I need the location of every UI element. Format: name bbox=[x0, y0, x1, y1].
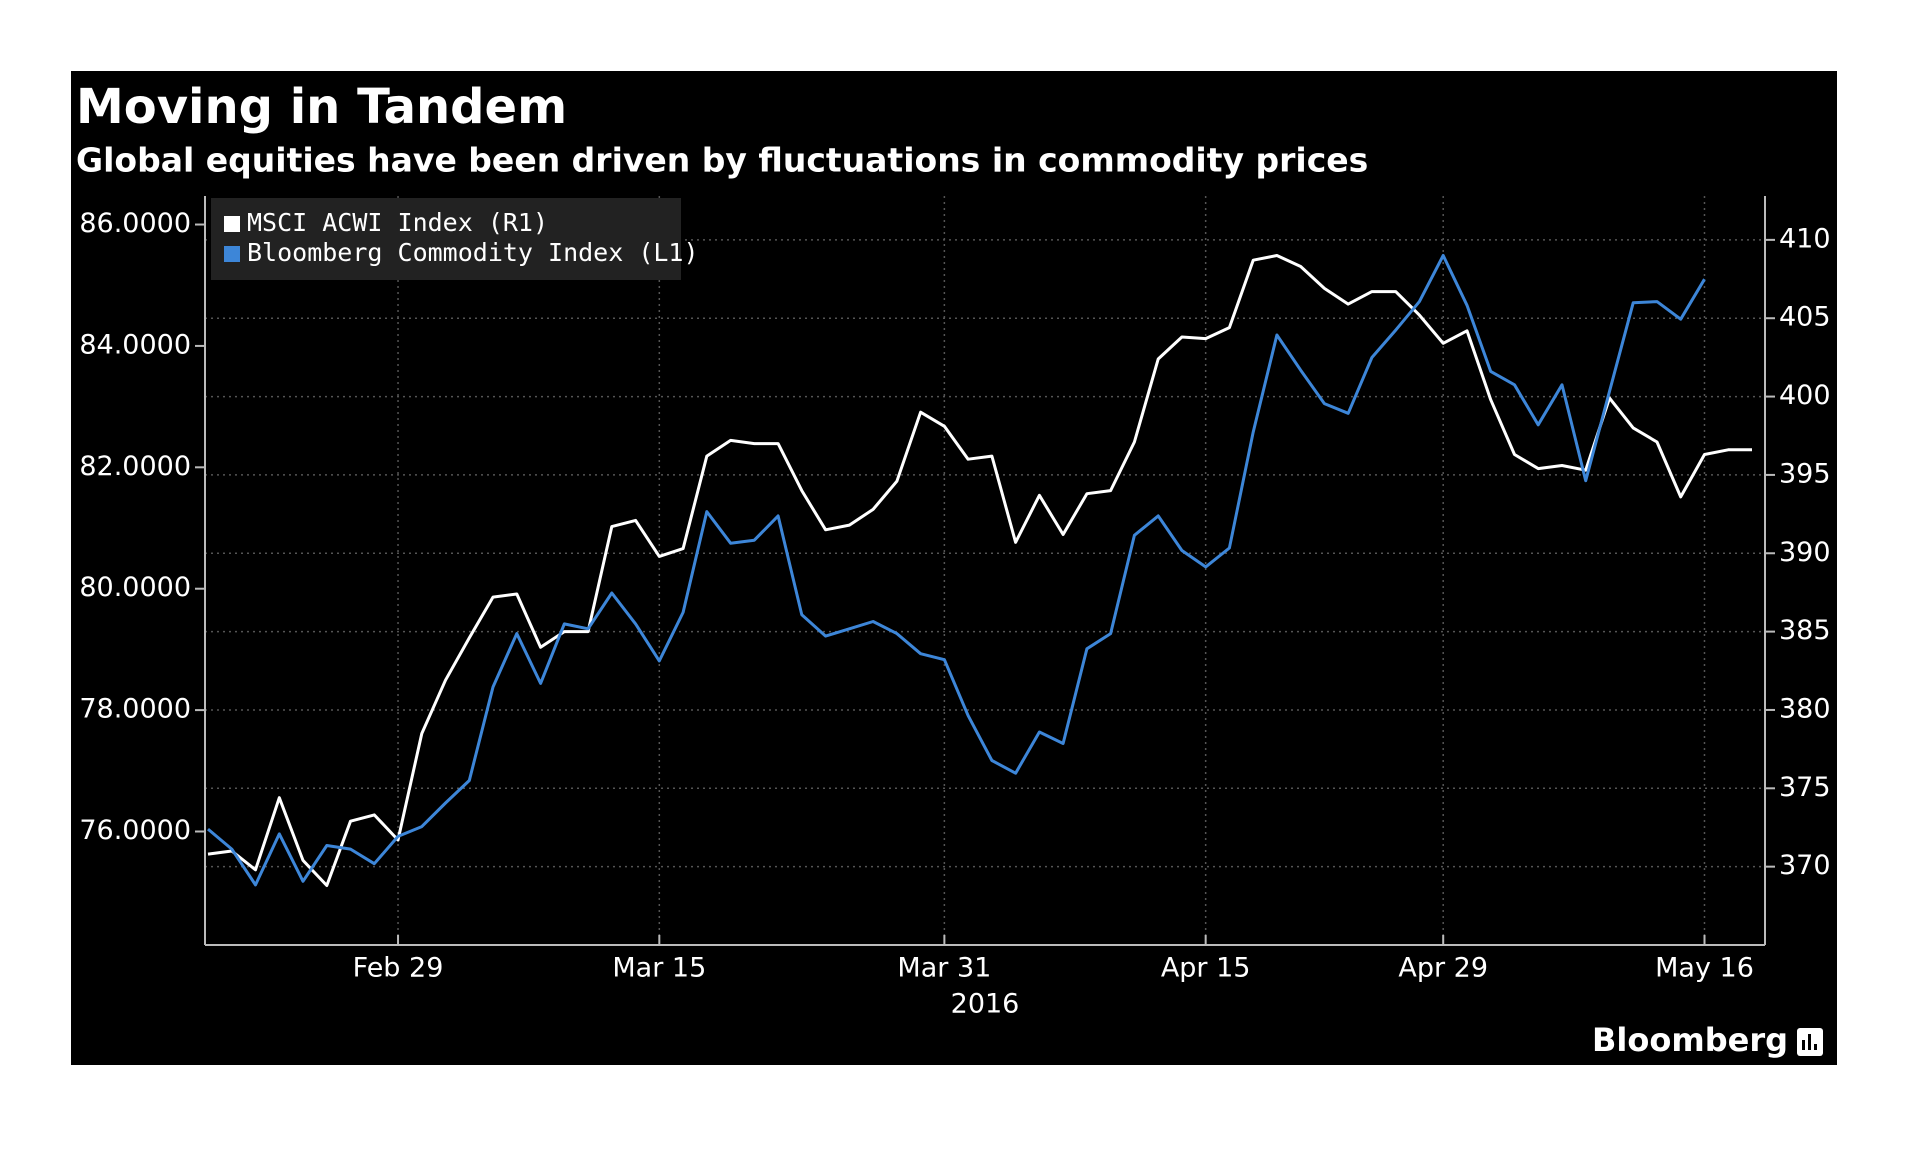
y2-tick-label: 370 bbox=[1779, 850, 1831, 881]
y2-tick-label: 400 bbox=[1779, 380, 1831, 411]
x-tick-label: Apr 15 bbox=[1161, 953, 1251, 984]
legend-box bbox=[211, 198, 681, 280]
y-tick-label: 80.0000 bbox=[79, 572, 191, 603]
logo bbox=[1797, 1028, 1823, 1056]
y2-tick-label: 395 bbox=[1779, 458, 1831, 489]
y2-tick-label: 390 bbox=[1779, 537, 1831, 568]
y-tick-label: 78.0000 bbox=[79, 694, 191, 725]
legend: MSCI ACWI Index (R1)Bloomberg Commodity … bbox=[211, 198, 699, 280]
y-tick-label: 82.0000 bbox=[79, 451, 191, 482]
legend-swatch bbox=[224, 246, 240, 262]
y-tick-label: 76.0000 bbox=[79, 815, 191, 846]
x-tick-label: May 16 bbox=[1655, 953, 1754, 984]
y2-tick-label: 375 bbox=[1779, 772, 1831, 803]
x-tick-label: Mar 31 bbox=[897, 953, 991, 984]
x-tick-label: Apr 29 bbox=[1398, 953, 1488, 984]
x-axis-label: 2016 bbox=[951, 989, 1020, 1020]
y2-tick-label: 380 bbox=[1779, 693, 1831, 724]
x-tick-label: Feb 29 bbox=[353, 953, 444, 984]
line-series bbox=[207, 254, 1706, 887]
y-tick-label: 84.0000 bbox=[79, 329, 191, 360]
y2-tick-label: 405 bbox=[1779, 302, 1831, 333]
source: Bloomberg bbox=[1592, 1021, 1788, 1059]
chart-subtitle: Global equities have been driven by fluc… bbox=[76, 141, 1368, 180]
line-series bbox=[207, 254, 1752, 887]
legend-label: Bloomberg Commodity Index (L1) bbox=[247, 238, 699, 267]
y2-tick-label: 385 bbox=[1779, 615, 1831, 646]
y2-tick-label: 410 bbox=[1779, 223, 1831, 254]
chart-title: Moving in Tandem bbox=[76, 79, 567, 135]
legend-label: MSCI ACWI Index (R1) bbox=[247, 208, 548, 237]
x-tick-label: Mar 15 bbox=[612, 953, 706, 984]
legend-swatch bbox=[224, 216, 240, 232]
y-tick-label: 86.0000 bbox=[79, 208, 191, 239]
